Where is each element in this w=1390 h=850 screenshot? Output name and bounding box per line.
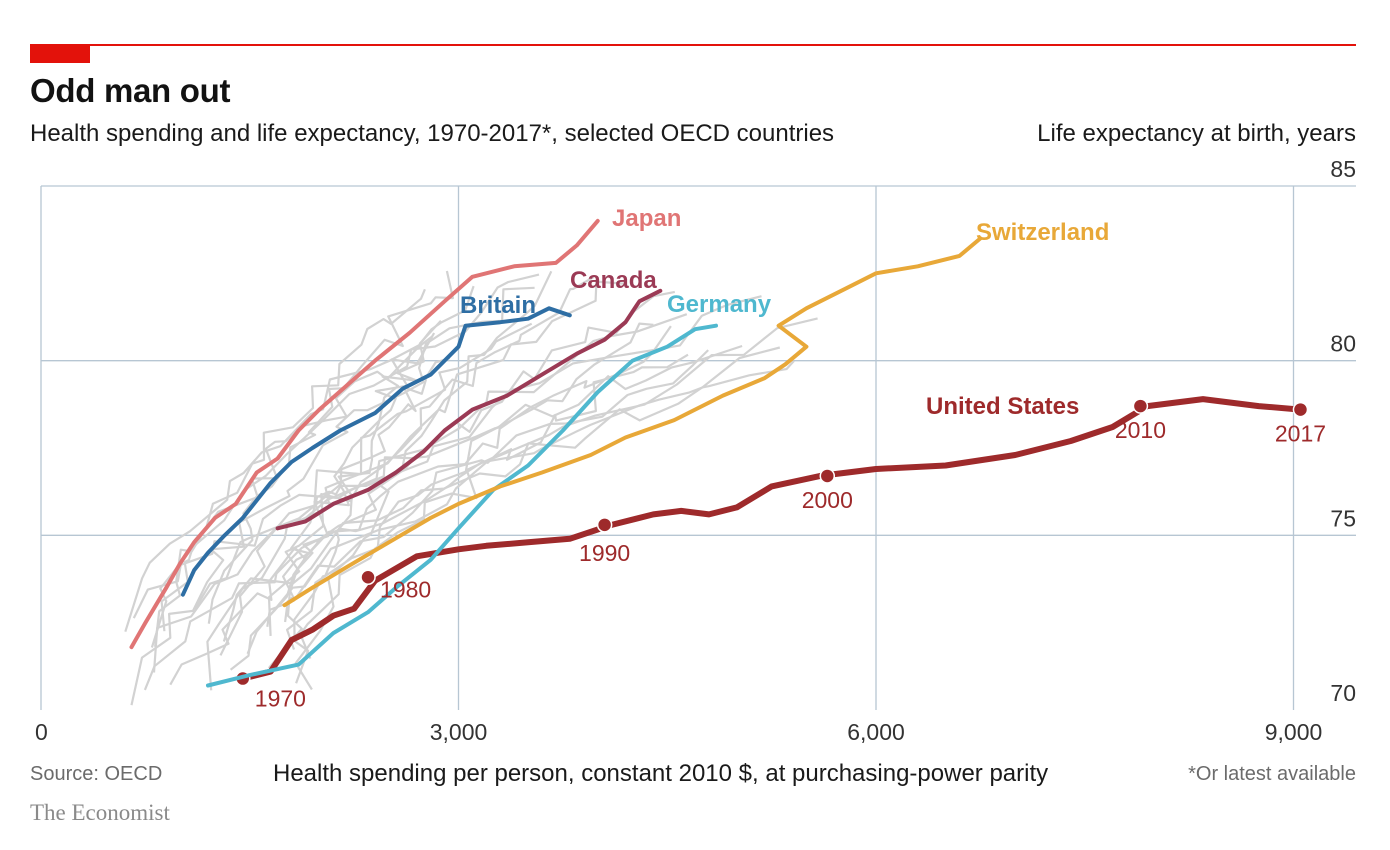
series-line-switzerland <box>282 236 983 608</box>
chart-subtitle: Health spending and life expectancy, 197… <box>30 120 835 147</box>
year-marker <box>360 569 376 586</box>
x-axis-label: Health spending per person, constant 201… <box>273 760 1049 787</box>
background-country-line <box>293 319 442 684</box>
series-line-canada <box>275 288 663 531</box>
background-country-lines <box>124 270 818 706</box>
background-country-line <box>143 346 781 691</box>
series-line-japan <box>129 218 600 650</box>
year-marker <box>819 468 836 484</box>
series-line-united-states <box>239 396 1304 682</box>
top-accent-tag <box>30 44 90 63</box>
chart-title: Odd man out <box>30 72 231 109</box>
year-label: 1970 <box>255 686 306 712</box>
footnote: *Or latest available <box>1188 763 1356 785</box>
year-label: 1990 <box>579 540 630 566</box>
background-country-line <box>130 286 535 706</box>
background-country-line <box>294 270 553 691</box>
x-tick-label: 9,000 <box>1265 719 1323 745</box>
background-country-line <box>219 322 533 656</box>
background-country-line <box>267 276 595 636</box>
y-axis-label: Life expectancy at birth, years <box>1037 120 1356 147</box>
year-label: 2017 <box>1275 421 1326 447</box>
background-country-line <box>282 357 451 623</box>
series-label-switzerland: Switzerland <box>976 219 1109 246</box>
year-label: 2010 <box>1115 417 1166 443</box>
year-label: 2000 <box>802 487 853 513</box>
x-tick-label: 6,000 <box>847 719 905 745</box>
series-label-britain: Britain <box>460 292 536 319</box>
series-line-germany <box>206 323 718 688</box>
year-marker <box>1292 401 1309 418</box>
background-country-line <box>124 285 475 633</box>
background-country-line <box>267 332 436 669</box>
background-country-line <box>266 349 709 627</box>
year-marker <box>596 517 613 533</box>
year-label: 1980 <box>380 576 431 602</box>
y-tick-label: 70 <box>1330 680 1356 706</box>
chart-labels: 70 75 80 85 0 3,000 6,000 9,000 United States 197… <box>35 156 1356 745</box>
year-marker <box>1132 398 1149 414</box>
series-line-britain <box>180 306 572 597</box>
background-country-line <box>154 288 426 647</box>
series-label-united-states: United States <box>926 393 1079 420</box>
background-country-line <box>222 360 795 642</box>
y-tick-label: 80 <box>1330 331 1356 357</box>
background-country-line <box>169 325 672 686</box>
series-label-canada: Canada <box>570 267 657 294</box>
background-country-line <box>206 280 627 691</box>
y-tick-label: 85 <box>1330 156 1356 182</box>
x-tick-label: 3,000 <box>430 719 488 745</box>
top-accent-rule <box>30 44 1356 46</box>
background-country-line <box>160 335 433 632</box>
series-label-germany: Germany <box>667 291 772 318</box>
source-note: Source: OECD <box>30 763 163 785</box>
economist-logo: The Economist <box>30 800 170 825</box>
x-tick-label: 0 <box>35 719 48 745</box>
background-country-line <box>299 353 689 660</box>
series-label-japan: Japan <box>612 205 681 232</box>
background-country-line <box>229 290 676 671</box>
y-tick-label: 75 <box>1330 505 1356 531</box>
highlighted-country-lines <box>129 218 1309 688</box>
grid-lines <box>40 185 1356 710</box>
